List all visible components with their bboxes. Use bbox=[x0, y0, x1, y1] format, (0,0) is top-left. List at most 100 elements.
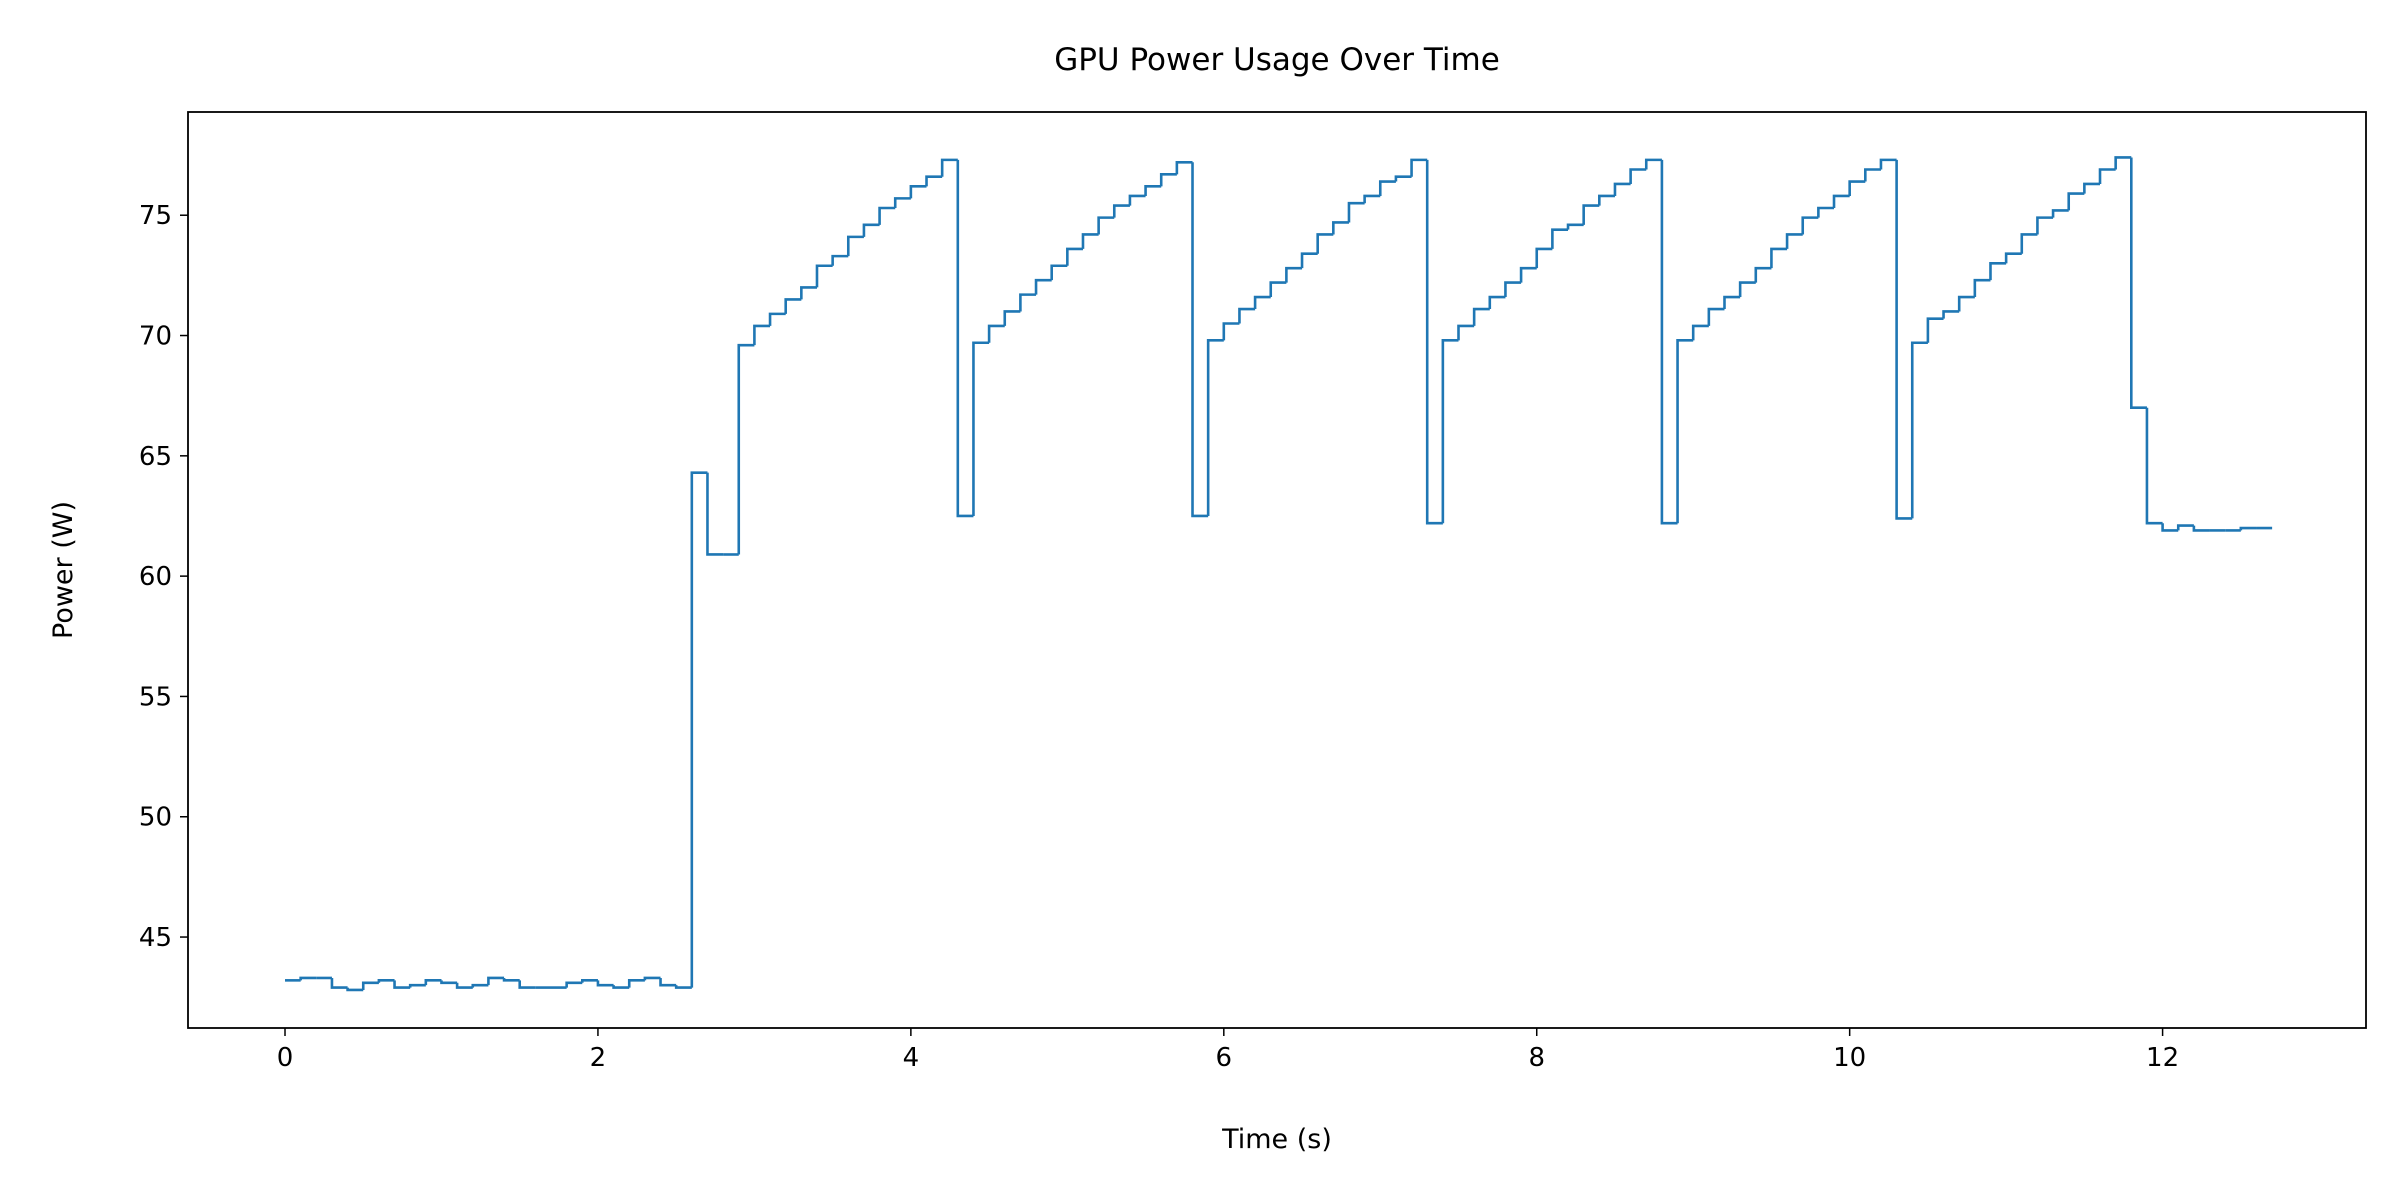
line-step bbox=[1629, 168, 1647, 184]
line-step bbox=[1660, 159, 1678, 525]
line-step bbox=[596, 980, 614, 987]
line-step bbox=[1394, 175, 1412, 182]
line-step bbox=[1175, 160, 1193, 175]
line-step bbox=[674, 985, 692, 989]
line-step bbox=[784, 298, 802, 314]
line-step bbox=[1206, 339, 1224, 516]
line-step bbox=[1535, 247, 1553, 269]
line-step bbox=[2036, 216, 2054, 235]
line-step bbox=[2067, 192, 2085, 211]
line-step bbox=[862, 223, 880, 237]
line-step bbox=[2130, 157, 2147, 410]
line-step bbox=[1848, 180, 1866, 196]
y-tick-label: 60 bbox=[139, 562, 172, 592]
y-tick-label: 65 bbox=[139, 442, 172, 472]
line-step bbox=[1316, 233, 1334, 254]
line-step bbox=[893, 197, 911, 209]
line-step bbox=[1347, 201, 1365, 223]
line-step bbox=[299, 976, 317, 981]
line-step bbox=[690, 471, 708, 988]
line-step bbox=[1738, 281, 1756, 298]
line-step bbox=[800, 286, 817, 300]
x-tick-label: 8 bbox=[1528, 1043, 1545, 1073]
line-step bbox=[1895, 159, 1913, 520]
line-step bbox=[2098, 168, 2116, 184]
line-step bbox=[768, 312, 786, 326]
line-step bbox=[1817, 206, 1835, 218]
line-step bbox=[1676, 339, 1694, 524]
line-step bbox=[753, 324, 771, 346]
line-step bbox=[1723, 295, 1741, 310]
line-step bbox=[643, 976, 661, 981]
line-step bbox=[1066, 247, 1083, 266]
line-step bbox=[1801, 216, 1819, 235]
line-step bbox=[972, 341, 990, 516]
line-step bbox=[1785, 233, 1803, 249]
line-step bbox=[1034, 278, 1052, 295]
line-step bbox=[706, 472, 724, 556]
line-step bbox=[565, 981, 583, 988]
line-step bbox=[1457, 324, 1475, 341]
line-step bbox=[1973, 278, 1991, 298]
line-step bbox=[1472, 307, 1490, 326]
line-step bbox=[737, 343, 755, 555]
line-step bbox=[1707, 307, 1725, 326]
line-step bbox=[2083, 182, 2101, 194]
line-step bbox=[1613, 182, 1631, 196]
line-step bbox=[393, 980, 411, 989]
x-tick-label: 4 bbox=[903, 1043, 920, 1073]
line-step bbox=[487, 976, 505, 986]
line-step bbox=[2114, 156, 2132, 170]
line-step bbox=[1159, 173, 1177, 187]
line-step bbox=[1238, 307, 1256, 324]
line-step bbox=[2176, 524, 2194, 531]
line-step bbox=[346, 987, 364, 992]
x-tick-label: 2 bbox=[590, 1043, 607, 1073]
line-step bbox=[1441, 339, 1459, 524]
line-step bbox=[2192, 525, 2210, 532]
x-tick-label: 10 bbox=[1833, 1043, 1866, 1073]
line-step bbox=[612, 985, 630, 989]
line-step bbox=[878, 206, 896, 225]
line-step bbox=[1081, 233, 1099, 249]
line-step bbox=[1989, 262, 2007, 281]
line-step bbox=[2161, 523, 2179, 532]
y-tick-label: 45 bbox=[139, 923, 172, 953]
line-step bbox=[377, 979, 395, 983]
line-step bbox=[1598, 194, 1615, 206]
line-step bbox=[1519, 266, 1537, 283]
line-step bbox=[1926, 317, 1944, 343]
line-step bbox=[330, 977, 348, 989]
line-step bbox=[2051, 209, 2069, 218]
line-step bbox=[424, 979, 442, 986]
y-axis-label: Power (W) bbox=[48, 501, 79, 639]
line-step bbox=[1879, 158, 1897, 170]
line-step bbox=[627, 979, 645, 988]
chart-title: GPU Power Usage Over Time bbox=[1054, 42, 1500, 78]
y-tick-label: 55 bbox=[139, 682, 172, 712]
line-step bbox=[440, 980, 458, 985]
line-step bbox=[1425, 159, 1443, 525]
line-step bbox=[831, 254, 849, 266]
line-step bbox=[1050, 264, 1068, 281]
line-step bbox=[1300, 252, 1318, 269]
line-step bbox=[408, 983, 426, 988]
line-step bbox=[1942, 310, 1960, 319]
line-step bbox=[1269, 281, 1287, 298]
x-tick-label: 6 bbox=[1216, 1043, 1233, 1073]
line-step bbox=[846, 235, 864, 257]
x-tick-label: 12 bbox=[2146, 1043, 2179, 1073]
line-step bbox=[1566, 223, 1584, 230]
line-step bbox=[1222, 322, 1240, 341]
line-step bbox=[2239, 526, 2257, 531]
x-axis-label: Time (s) bbox=[1221, 1124, 1332, 1155]
line-step bbox=[1363, 194, 1381, 204]
line-step bbox=[1504, 281, 1522, 298]
line-step bbox=[1770, 247, 1788, 269]
line-step bbox=[502, 977, 520, 982]
line-step bbox=[1582, 204, 1600, 225]
line-step bbox=[956, 159, 974, 518]
line-step bbox=[925, 175, 943, 187]
line-step bbox=[1488, 295, 1506, 310]
